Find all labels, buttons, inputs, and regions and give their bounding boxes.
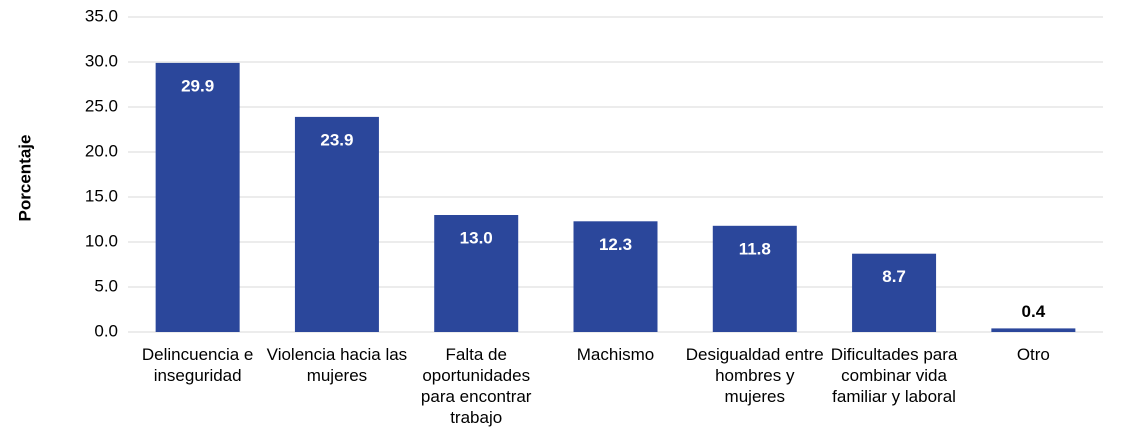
data-label: 29.9 [181,76,214,95]
bar [573,221,658,332]
y-axis-title: Porcentaje [15,135,34,222]
y-tick-label: 20.0 [85,141,118,160]
x-tick-label: Falta de oportunidades para encontrar tr… [420,345,532,427]
y-tick-label: 15.0 [85,186,118,205]
y-tick-label: 35.0 [85,6,118,25]
data-label: 13.0 [460,228,493,247]
x-tick-label: Delincuencia e inseguridad [141,345,254,385]
bar [712,225,797,332]
data-label: 11.8 [739,239,771,258]
x-tick-label: Violencia hacia las mujeres [266,345,408,385]
y-tick-label: 10.0 [85,231,118,250]
x-tick-label: Dificultades para combinar vida familiar… [830,345,958,406]
x-tick-label: Machismo [576,345,655,364]
y-tick-label: 5.0 [94,276,118,295]
y-tick-label: 25.0 [85,96,118,115]
data-label: 23.9 [320,130,353,149]
bar [155,62,240,333]
data-label: 12.3 [599,235,632,254]
bar [852,253,937,332]
data-label: 8.7 [882,267,906,286]
y-tick-label: 30.0 [85,51,118,70]
bar [434,215,519,332]
y-tick-label: 0.0 [94,321,118,340]
bar [991,328,1076,332]
bar [294,116,379,333]
x-tick-label: Otro [1016,345,1050,364]
x-tick-label: Desigualdad entre hombres y mujeres [685,345,824,406]
data-label: 0.4 [1022,302,1046,321]
